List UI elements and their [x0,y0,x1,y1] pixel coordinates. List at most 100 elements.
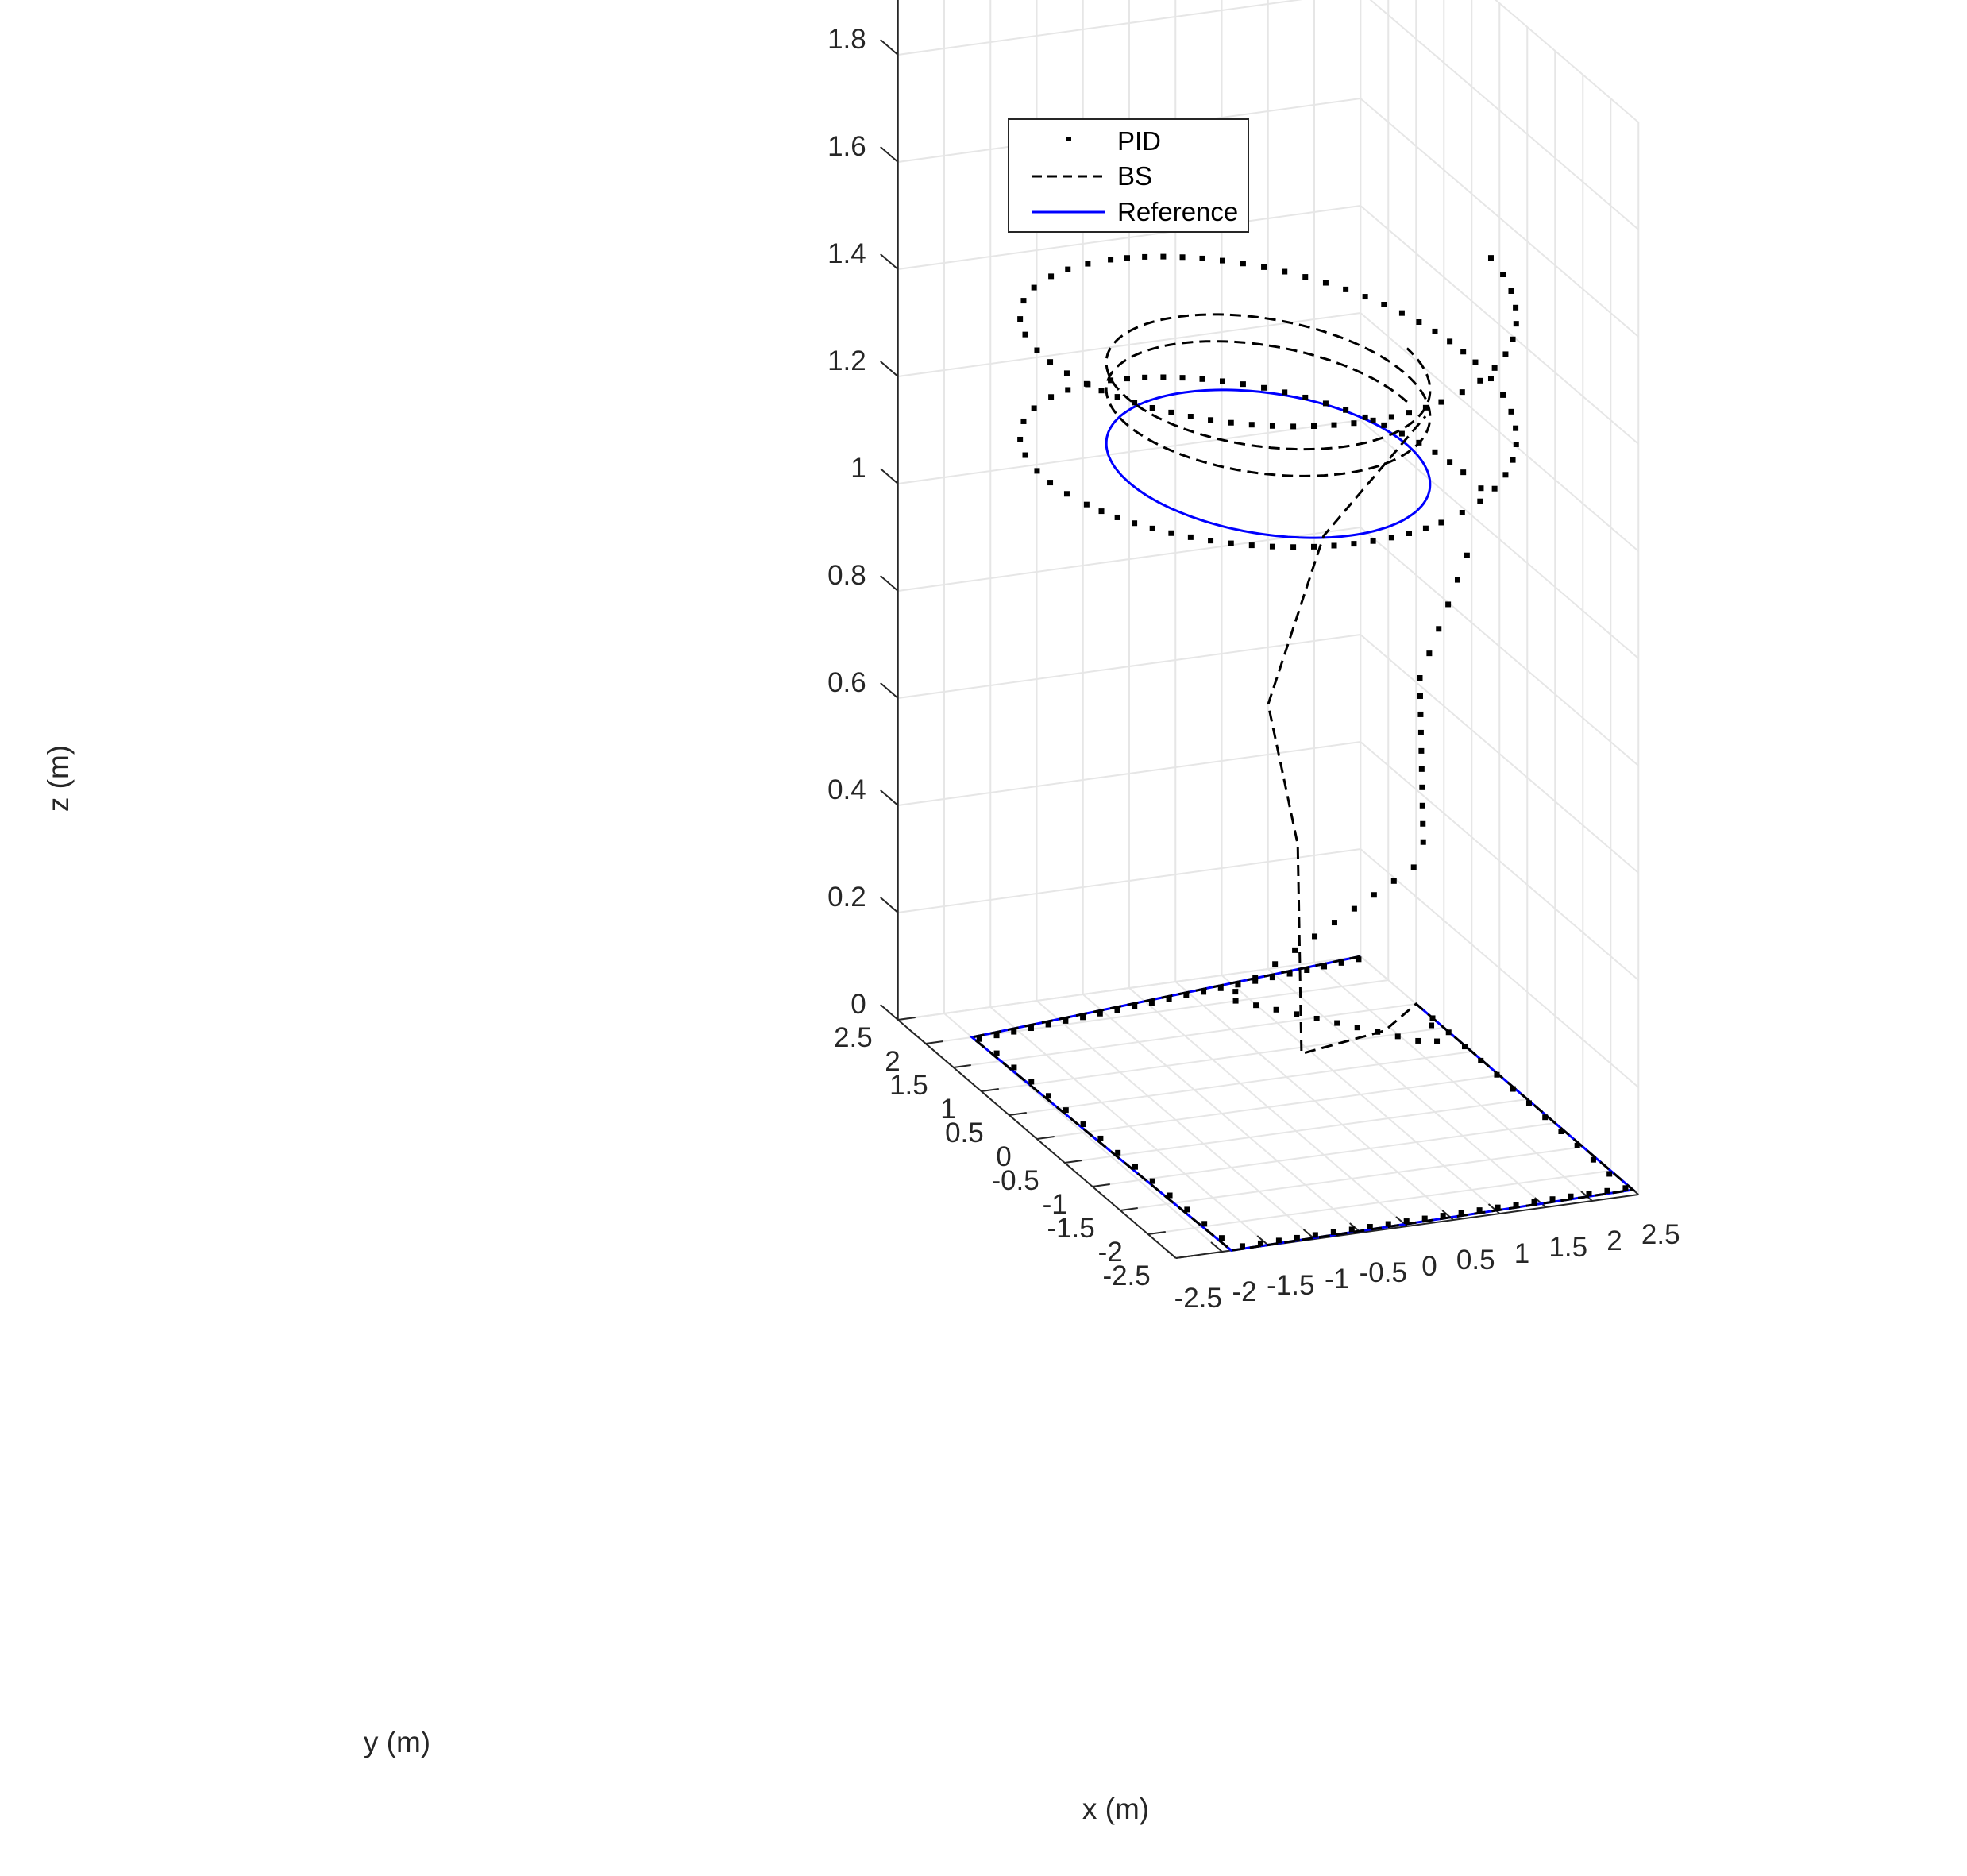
x-tick [1487,1203,1501,1214]
floor-gridline-y [1064,1098,1528,1164]
pid-trajectory-point [1513,425,1519,431]
pid-trajectory-point [1313,1015,1320,1021]
floor-gridline-y [925,979,1389,1044]
pid-trajectory-point [1028,1025,1034,1032]
pid-trajectory-point [1418,747,1425,754]
floor-gridline-y [1120,1146,1583,1211]
pid-trajectory-point [1183,992,1190,998]
y-tick-label: -1.5 [1047,1213,1094,1244]
pid-trajectory-point [1487,376,1494,382]
y-tick [1175,1255,1194,1259]
x-tick-label: -2 [1232,1276,1256,1307]
y-tick-label: 1.5 [889,1070,928,1101]
x-tick-label: -1 [1325,1264,1349,1295]
pid-trajectory-point [1394,1033,1401,1040]
z-tick [880,1004,899,1021]
pid-trajectory-point [1124,255,1130,261]
pid-trajectory-point [1476,1207,1483,1214]
pid-trajectory-point [1574,1142,1580,1148]
pid-trajectory-point [1510,336,1516,342]
pid-trajectory-point [1334,1020,1340,1026]
side-wall-gridline-z [1495,0,1639,123]
pid-trajectory-point [1622,1185,1629,1191]
pid-trajectory-point [1201,989,1207,995]
pid-trajectory-point [1031,284,1037,291]
x-tick-label: 0 [1421,1251,1437,1282]
pid-trajectory-point [1330,1229,1336,1235]
z-tick-label: 0.4 [827,774,866,805]
pid-trajectory-point [1097,1135,1104,1141]
legend: PID BS Reference [1008,118,1249,233]
pid-trajectory-point [1149,1178,1155,1184]
x-tick [1210,1241,1223,1253]
pid-trajectory-point [1312,933,1318,940]
pid-trajectory-point [1421,1215,1428,1222]
z-tick-label: 0.6 [827,667,866,698]
pid-trajectory-point [1370,538,1376,544]
pid-trajectory-point [1132,1003,1138,1009]
pid-trajectory-point [1508,288,1514,294]
pid-trajectory-point [1282,268,1288,275]
y-tick-label: 2.5 [834,1022,873,1053]
pid-trajectory-point [1502,472,1509,478]
pid-trajectory-point [1235,982,1241,988]
pid-trajectory-point [976,1036,982,1042]
pid-trajectory-point [1502,351,1509,357]
pid-trajectory-point [1199,376,1205,382]
legend-label-bs: BS [1117,161,1152,191]
pid-trajectory-point [1011,1064,1017,1071]
pid-trajectory-point [1445,1029,1452,1036]
pid-trajectory-point [1132,520,1138,527]
pid-trajectory-point [1168,530,1174,536]
z-tick [880,39,899,56]
pid-trajectory-point [1432,328,1438,334]
pid-trajectory-point [1311,543,1317,550]
y-tick [1147,1231,1166,1235]
pid-trajectory-point [1331,920,1337,926]
pid-trajectory-point [1586,1191,1592,1197]
pid-trajectory-point [1417,729,1424,735]
pid-trajectory-point [1232,998,1239,1004]
y-tick [1120,1207,1138,1211]
pid-trajectory-point [1228,540,1234,546]
pid-trajectory-point [1218,1235,1225,1241]
back-wall-gridline-z [897,741,1361,806]
pid-trajectory-point [1168,409,1174,415]
pid-trajectory-point [1445,601,1452,608]
pid-trajectory-point [1510,1086,1516,1092]
pid-trajectory-point [1406,410,1413,416]
floor-gridline-y [1036,1075,1500,1140]
pid-trajectory-point [1331,422,1337,428]
z-tick-label: 1.6 [827,131,866,162]
pid-trajectory-point [1420,820,1426,827]
pid-trajectory-point [1228,419,1234,426]
pid-trajectory-point [1034,468,1040,474]
pid-trajectory-point [1302,394,1309,400]
pid-trajectory-point [1114,1007,1120,1013]
x-tick [1164,1248,1177,1259]
pid-trajectory-point [1438,519,1444,526]
pid-trajectory-point [1390,878,1397,884]
legend-label-reference: Reference [1117,197,1238,226]
pid-trajectory-point [1160,253,1167,260]
pid-trajectory-point [1132,400,1138,406]
back-wall-gridline-z [897,312,1361,377]
pid-trajectory-point [1461,1044,1468,1050]
pid-trajectory-point [1351,420,1357,427]
z-tick-label: 1.8 [827,24,866,55]
floor-gridline-y [981,1027,1444,1092]
pid-trajectory-point [1491,365,1498,371]
pid-trajectory-point [1460,349,1467,355]
pid-trajectory-point [1275,1237,1282,1244]
pid-trajectory-point [993,1033,1000,1039]
pid-trajectory-point [1269,975,1275,981]
pid-trajectory-point [1478,485,1484,492]
floor-gridline-y [1147,1170,1611,1235]
pid-trajectory-point [1420,839,1426,845]
pid-trajectory-point [1477,498,1483,504]
pid-trajectory-point [1422,525,1429,531]
legend-entry-reference: Reference [1032,197,1238,226]
x-tick-label: -2.5 [1174,1283,1222,1314]
pid-trajectory-point [993,1050,1000,1056]
pid-trajectory-point [1494,1071,1500,1078]
